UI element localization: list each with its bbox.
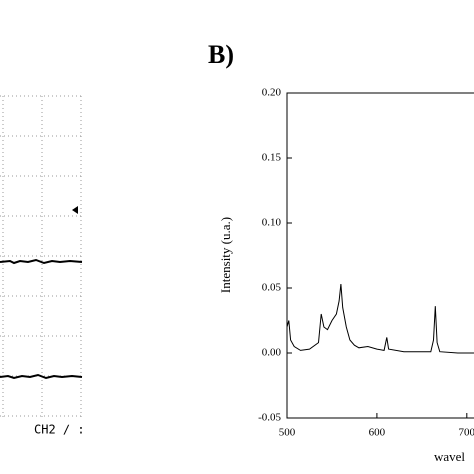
x-tick-label: 700 <box>459 427 474 439</box>
panel-label: B) <box>208 40 234 69</box>
x-tick-label: 500 <box>279 427 296 439</box>
x-axis-title: wavel <box>434 449 465 464</box>
scope-marker <box>72 206 78 214</box>
y-tick-label: 0.05 <box>262 282 282 294</box>
x-tick-label: 600 <box>369 427 386 439</box>
y-tick-label: 0.10 <box>262 217 282 229</box>
oscilloscope-panel <box>0 95 82 418</box>
scope-trace <box>0 258 83 265</box>
y-axis-title: Intensity (u.a.) <box>218 217 233 293</box>
spectrum-line <box>287 284 474 354</box>
y-tick-label: 0.00 <box>262 347 282 359</box>
axis-frame <box>286 92 474 419</box>
y-tick-label: -0.05 <box>258 412 281 424</box>
spectrum-chart: B) Intensity (u.a.) wavel -0.05 0.00 0.05 0.10… <box>208 40 474 464</box>
scope-trace <box>0 373 83 380</box>
scope-label: CH2 ∕ : <box>34 423 85 437</box>
y-tick-label: 0.20 <box>262 87 282 99</box>
y-tick-label: 0.15 <box>262 152 282 164</box>
